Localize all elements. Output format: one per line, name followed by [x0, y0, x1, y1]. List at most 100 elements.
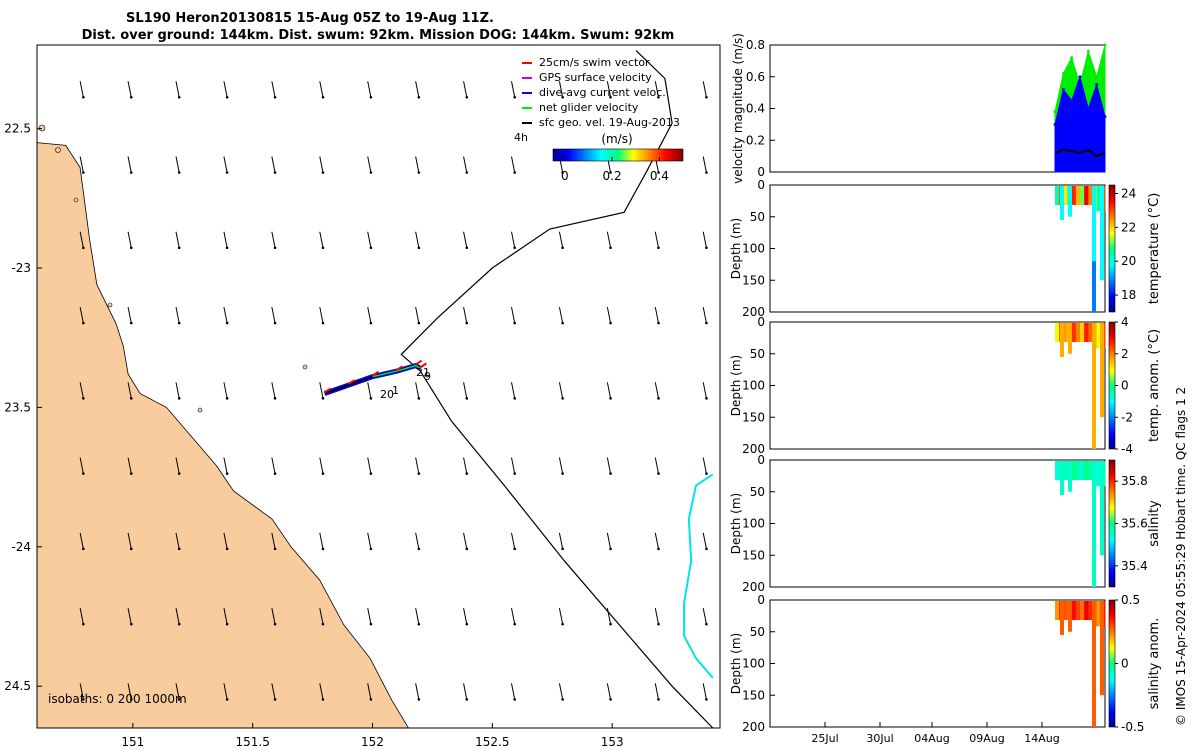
current-arrow [127, 457, 132, 474]
current-arrow [223, 382, 228, 399]
current-arrow [558, 382, 564, 399]
current-arrow [175, 457, 180, 474]
section-cell [1063, 186, 1068, 206]
map-x-tick-label: 151.5 [236, 735, 270, 749]
current-arrow [175, 382, 180, 399]
current-arrow [606, 231, 612, 248]
map-y-tick-label: -24 [11, 540, 31, 554]
section-cell [1080, 461, 1085, 481]
current-arrow [463, 608, 468, 625]
section-colorbar-tick-label: 35.8 [1121, 474, 1148, 488]
map-legend: 25cm/s swim vector GPS surface velocity … [514, 56, 684, 183]
current-arrow [175, 81, 180, 98]
section-cell [1071, 461, 1077, 481]
section-column [1100, 186, 1104, 281]
section-cell [1084, 601, 1089, 621]
current-arrow-head [82, 698, 85, 701]
section-cell [1063, 461, 1068, 481]
velocity-point [1061, 72, 1065, 76]
section-colorbar [1108, 184, 1116, 313]
current-arrow-head [561, 698, 564, 701]
current-arrow [511, 81, 516, 98]
island [302, 364, 308, 370]
current-arrow [367, 683, 372, 700]
velocity-point [1095, 83, 1099, 87]
current-arrow-head [225, 698, 229, 701]
section-colorbar-tick-label: 35.6 [1121, 517, 1148, 531]
current-arrow-head [129, 397, 133, 400]
current-arrow [319, 532, 324, 549]
velocity-point [1086, 49, 1090, 53]
map-x-tick-label: 152 [361, 735, 384, 749]
current-arrow [654, 532, 659, 549]
section-y-tick-label: 0 [757, 315, 765, 329]
current-arrow-head [561, 95, 564, 99]
current-arrow [415, 81, 420, 98]
section-column [1060, 186, 1064, 220]
island [197, 407, 203, 413]
swim-vector [371, 370, 380, 377]
current-arrow [463, 457, 468, 474]
section-cell [1071, 601, 1077, 621]
legend-gps-label: GPS surface velocity [539, 71, 652, 84]
colorbar-tick-label: 0.2 [603, 169, 622, 183]
velocity-point [1070, 56, 1074, 60]
section-column [1068, 601, 1072, 632]
section-cell [1096, 601, 1102, 627]
section-column [1060, 601, 1064, 635]
swim-vector [324, 387, 332, 394]
velocity-ylabel: velocity magnitude (m/s) [731, 33, 745, 184]
time-tick-label: 25Jul [811, 732, 838, 745]
current-arrow-head [82, 547, 85, 551]
section-y-tick-label: 50 [750, 485, 765, 499]
current-arrow-head [177, 698, 181, 701]
current-field-arrows [79, 81, 708, 701]
current-arrow [511, 156, 516, 173]
current-arrow [606, 81, 612, 98]
section-colorbar [1108, 321, 1116, 450]
current-arrow [511, 457, 516, 474]
current-arrow [415, 608, 420, 625]
current-arrow [367, 457, 372, 474]
current-arrow-head [177, 246, 181, 250]
velocity-y-tick-label: 0.4 [746, 102, 765, 116]
current-arrow [606, 457, 612, 474]
current-arrow-head [129, 321, 133, 325]
current-arrow-head [321, 171, 325, 174]
current-arrow [223, 457, 228, 474]
map-y-tick-label: 23.5 [4, 400, 31, 414]
current-arrow-head [321, 622, 325, 626]
current-arrow [271, 81, 276, 98]
island [38, 124, 46, 132]
map-x-tick-label: 153 [601, 735, 624, 749]
shelf-edge-line [400, 50, 714, 728]
current-arrow-head [513, 622, 517, 626]
current-arrow-head [273, 95, 277, 99]
current-arrow-head [129, 171, 133, 174]
current-arrow [223, 532, 228, 549]
current-arrow [127, 81, 132, 98]
section-column [1092, 601, 1096, 727]
current-arrow-head [609, 547, 612, 551]
current-arrow [702, 608, 707, 625]
section-ylabel: Depth (m) [729, 633, 743, 694]
section-column [1068, 461, 1072, 492]
current-arrow-head [82, 397, 85, 400]
section-y-tick-label: 0 [757, 178, 765, 192]
current-arrow [702, 306, 707, 324]
current-arrow-head [82, 246, 85, 250]
current-arrow [79, 156, 84, 173]
current-arrow [654, 457, 659, 474]
section-y-tick-label: 150 [742, 273, 765, 287]
section-colorbar-tick-label: 18 [1121, 288, 1136, 302]
current-arrow [127, 156, 132, 173]
velocity-series-1 [1054, 75, 1106, 173]
section-y-tick-label: 50 [750, 625, 765, 639]
current-arrow [223, 683, 228, 700]
current-arrow [223, 608, 228, 625]
current-arrow-head [657, 95, 660, 99]
current-arrow [175, 532, 180, 549]
current-arrow [511, 532, 516, 549]
